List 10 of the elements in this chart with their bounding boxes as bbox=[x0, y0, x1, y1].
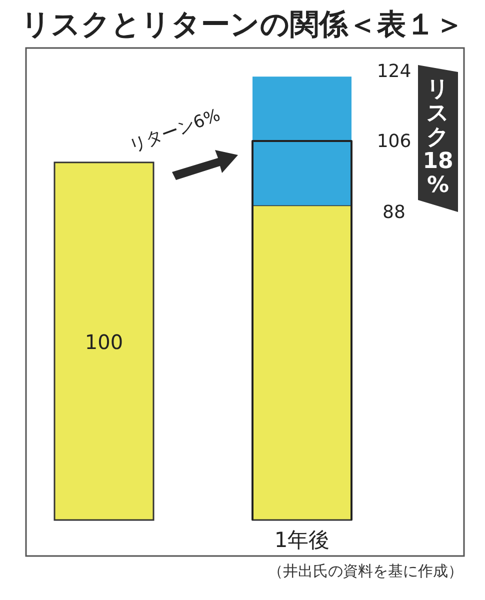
risk-flag: リスク18% bbox=[418, 65, 458, 212]
annotation: 88 bbox=[382, 202, 406, 223]
annotation: リスク18% bbox=[422, 77, 454, 198]
annotation: リターン6% bbox=[126, 105, 223, 157]
chart-title: リスクとリターンの関係＜表１＞ bbox=[21, 7, 464, 41]
ref-line-label: 106 bbox=[376, 130, 412, 152]
text: （井出氏の資料を基に作成） bbox=[268, 562, 463, 580]
annotation: 124 bbox=[376, 61, 412, 82]
data-label: 100 bbox=[84, 330, 124, 354]
x-tick-label: 1年後 bbox=[274, 528, 330, 552]
